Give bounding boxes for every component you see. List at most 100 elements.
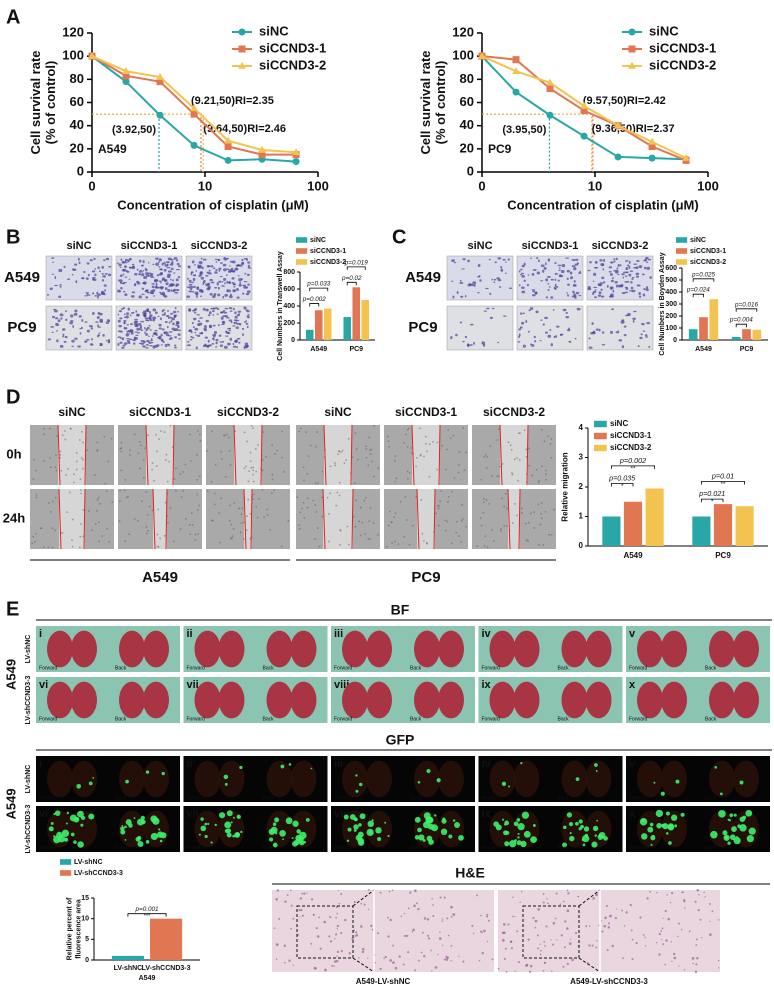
cell [171,279,174,282]
cell [497,341,500,344]
speckle [314,482,317,484]
nucleus [363,903,366,906]
cell [247,283,250,286]
speckle [169,425,172,427]
speckle [96,510,98,512]
nucleus [438,937,442,941]
legend-label: siCCND3-1 [259,40,326,55]
cell [71,339,75,343]
cell [517,341,521,343]
fluorescent-spot [237,816,240,819]
speckle [501,497,503,500]
cell [645,336,649,338]
nucleus [566,962,569,966]
nucleus [472,932,475,935]
speckle [101,535,104,537]
nucleus [336,928,339,930]
lung-lobe [194,630,221,668]
cell [521,264,525,268]
fluorescent-spot [594,763,598,767]
lung-lobe [218,810,245,848]
speckle [453,477,456,479]
cell [244,272,247,275]
cell [500,266,503,269]
cell [219,341,223,343]
cell [128,338,133,341]
nucleus [596,940,598,942]
cell [118,310,123,313]
cell [158,266,161,268]
speckle [124,479,127,481]
cell [62,333,65,337]
image-numeral: i [39,758,42,770]
row-label: LV-shCCND3-3 [25,675,32,724]
cell [491,278,494,281]
cell [520,312,523,315]
cell [624,291,629,294]
cell [215,261,218,263]
y-axis-label: (% of control) [433,61,448,145]
cell [203,280,206,283]
lung-lobe [290,630,317,668]
lung-lobe [513,760,540,798]
speckle [445,529,447,532]
cell [170,267,174,270]
cell [124,293,128,297]
cell [103,259,106,262]
speckle [75,468,78,471]
speckle [542,544,545,546]
cell [175,278,179,282]
cell [196,314,200,316]
cell [229,260,234,263]
cell [591,322,594,325]
speckle [541,465,543,468]
wound [244,489,252,549]
lung-lobe [585,681,612,719]
nucleus [673,956,677,960]
fluorescent-spot [739,824,747,832]
speckle [321,496,323,499]
speckle [394,460,396,462]
cell [640,333,643,336]
fluorescent-spot [520,762,523,765]
speckle [372,522,375,524]
speckle [444,519,447,522]
cell [166,310,170,312]
cell [161,262,164,266]
cell [177,325,180,328]
wound-edge [172,424,175,486]
cell [63,340,67,343]
fluorescent-spot [517,832,520,835]
nucleus [329,916,332,919]
lung-lobe [218,681,245,719]
nucleus [673,952,676,956]
lung-lobe [366,760,392,798]
speckle [302,466,305,469]
speckle [511,473,514,476]
legend-marker [628,61,636,69]
nucleus [306,892,308,894]
cell [554,272,558,275]
speckle [371,460,373,463]
cell [117,336,122,338]
cell [51,257,55,259]
lung-lobe [585,630,612,668]
cell [168,321,171,324]
speckle [80,489,82,491]
speckle [425,450,428,453]
speckle [527,540,529,542]
nucleus [505,970,508,973]
cell [227,342,231,346]
speckle [312,499,314,502]
view-label: Back [115,665,127,671]
speckle [355,448,358,450]
speckle [240,522,243,524]
nucleus [289,889,292,892]
nucleus [662,943,665,946]
fluorescent-spot [661,823,665,828]
cell [561,263,566,268]
cell [236,296,240,299]
cell [146,274,150,278]
cell [221,281,224,283]
